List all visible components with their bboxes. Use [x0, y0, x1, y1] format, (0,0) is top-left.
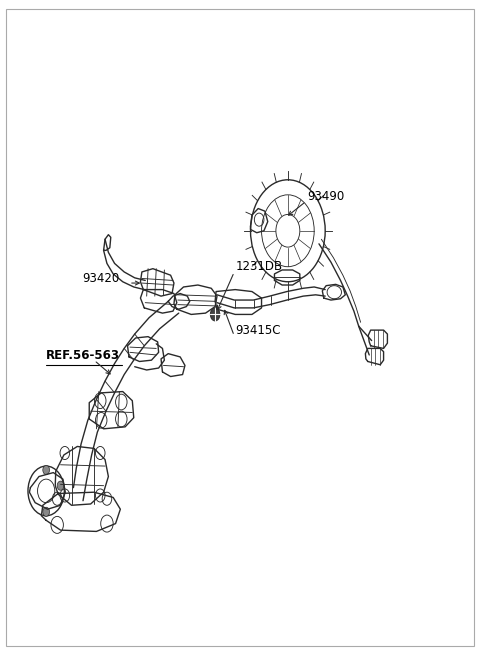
Text: 1231DB: 1231DB: [235, 260, 282, 273]
Text: 93490: 93490: [307, 190, 344, 203]
Circle shape: [43, 507, 49, 516]
Text: 93420: 93420: [82, 272, 120, 285]
Text: REF.56-563: REF.56-563: [46, 349, 120, 362]
Text: 93415C: 93415C: [235, 324, 281, 337]
Circle shape: [43, 466, 49, 475]
Circle shape: [57, 481, 64, 490]
Circle shape: [210, 308, 220, 321]
